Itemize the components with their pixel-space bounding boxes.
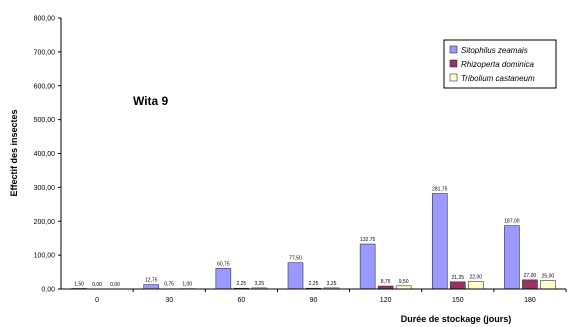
- bar: [540, 280, 556, 290]
- legend-box: [443, 39, 557, 89]
- y-tick-label: 300,00: [34, 185, 56, 192]
- x-axis-title: Durée de stockage (jours): [401, 314, 512, 324]
- x-tick-label: 60: [237, 297, 245, 304]
- data-label: 3,25: [254, 281, 264, 287]
- data-label: 2,25: [236, 281, 246, 287]
- y-tick-label: 500,00: [34, 117, 56, 124]
- legend-label: Rhizoperta dominica: [461, 60, 534, 69]
- y-tick-label: 700,00: [34, 49, 56, 56]
- y-tick-label: 100,00: [34, 253, 56, 260]
- bar: [522, 279, 538, 290]
- data-label: 77,50: [289, 256, 302, 262]
- data-label: 12,75: [145, 278, 158, 284]
- x-tick-label: 90: [310, 297, 318, 304]
- chart-title: Wita 9: [133, 94, 169, 108]
- legend-swatch: [449, 73, 458, 82]
- y-tick-label: 800,00: [34, 16, 56, 23]
- data-label: 132,75: [360, 237, 376, 243]
- data-label: 0,00: [92, 282, 102, 288]
- x-tick-label: 120: [380, 297, 392, 304]
- bar: [504, 225, 520, 290]
- y-tick-label: 400,00: [34, 151, 56, 158]
- y-tick-label: 600,00: [34, 83, 56, 90]
- bar: [287, 262, 304, 290]
- bar: [431, 193, 448, 290]
- x-tick-label: 180: [524, 297, 536, 304]
- legend-swatch: [449, 59, 458, 68]
- data-label: 27,00: [524, 273, 537, 279]
- data-label: 0,75: [164, 282, 174, 288]
- x-tick-label: 0: [95, 297, 99, 304]
- bar: [449, 281, 466, 290]
- y-axis-title: Effectif des insectes: [9, 109, 19, 196]
- legend: Sitophilus zeamais Rhizoperta dominica Tri…: [443, 39, 557, 89]
- data-label: 8,75: [381, 279, 391, 285]
- x-tick-label: 30: [165, 297, 173, 304]
- bar: [143, 284, 160, 290]
- legend-label: Tribolium castaneum: [461, 74, 535, 83]
- y-tick-label: 200,00: [34, 219, 56, 226]
- data-label: 60,75: [217, 261, 230, 267]
- data-label: 22,00: [470, 275, 483, 281]
- data-label: 1,00: [182, 282, 192, 288]
- data-label: 1,50: [74, 281, 84, 287]
- legend-label: Sitophilus zeamais: [461, 46, 528, 55]
- data-label: 3,25: [327, 281, 337, 287]
- data-label: 0,00: [110, 282, 120, 288]
- bar: [215, 268, 232, 290]
- bar: [359, 243, 376, 290]
- bar: [467, 281, 484, 290]
- data-label: 25,00: [542, 274, 555, 280]
- data-label: 21,25: [452, 275, 465, 281]
- x-tick-label: 150: [452, 297, 464, 304]
- data-label: 2,25: [309, 281, 319, 287]
- data-label: 187,00: [504, 219, 520, 225]
- legend-swatch: [449, 45, 458, 54]
- data-label: 9,50: [399, 279, 409, 285]
- data-label: 281,75: [432, 187, 448, 193]
- y-tick-label: 0,00: [41, 287, 55, 294]
